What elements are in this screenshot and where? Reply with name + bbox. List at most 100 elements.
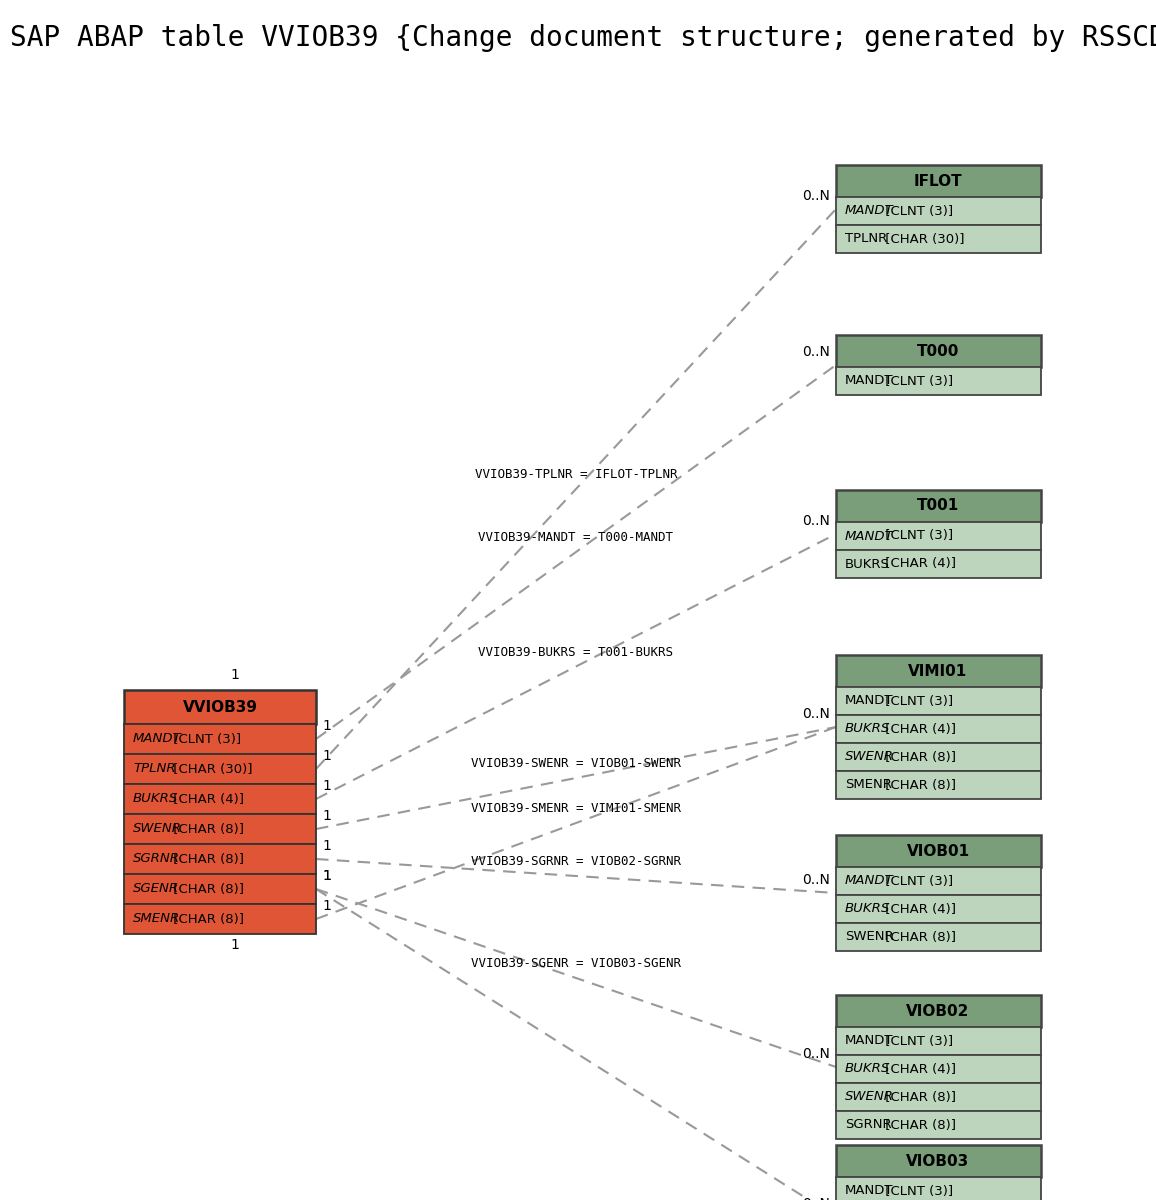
FancyBboxPatch shape [836, 1082, 1042, 1111]
Text: SWENR: SWENR [845, 930, 894, 943]
Text: [CHAR (8)]: [CHAR (8)] [881, 1118, 956, 1132]
Text: 1: 1 [323, 899, 331, 913]
Text: 0..N: 0..N [802, 1198, 830, 1200]
Text: [CLNT (3)]: [CLNT (3)] [881, 529, 954, 542]
Text: SWENR: SWENR [845, 750, 894, 763]
Text: BUKRS: BUKRS [845, 1062, 890, 1075]
FancyBboxPatch shape [836, 1055, 1042, 1082]
Text: SGENR: SGENR [133, 882, 179, 895]
Text: [CHAR (4)]: [CHAR (4)] [881, 1062, 956, 1075]
FancyBboxPatch shape [836, 686, 1042, 715]
Text: MANDT: MANDT [845, 204, 894, 217]
Text: T001: T001 [917, 498, 959, 514]
Text: VVIOB39-SMENR = VIMI01-SMENR: VVIOB39-SMENR = VIMI01-SMENR [470, 802, 681, 815]
FancyBboxPatch shape [836, 1111, 1042, 1139]
Text: MANDT: MANDT [133, 732, 181, 745]
Text: VVIOB39-MANDT = T000-MANDT: VVIOB39-MANDT = T000-MANDT [479, 530, 674, 544]
Text: VVIOB39-SWENR = VIOB01-SWENR: VVIOB39-SWENR = VIOB01-SWENR [470, 757, 681, 770]
Text: [CLNT (3)]: [CLNT (3)] [881, 1184, 954, 1198]
Text: SMENR: SMENR [845, 779, 892, 792]
FancyBboxPatch shape [836, 1145, 1042, 1177]
Text: 0..N: 0..N [802, 874, 830, 887]
Text: [CHAR (8)]: [CHAR (8)] [881, 779, 956, 792]
Text: MANDT: MANDT [845, 374, 894, 388]
FancyBboxPatch shape [836, 743, 1042, 770]
FancyBboxPatch shape [836, 550, 1042, 578]
FancyBboxPatch shape [836, 995, 1042, 1027]
Text: VIOB03: VIOB03 [906, 1153, 970, 1169]
Text: MANDT: MANDT [845, 529, 894, 542]
FancyBboxPatch shape [836, 923, 1042, 950]
Text: VVIOB39: VVIOB39 [183, 700, 258, 714]
Text: [CHAR (8)]: [CHAR (8)] [169, 882, 244, 895]
Text: [CLNT (3)]: [CLNT (3)] [881, 204, 954, 217]
FancyBboxPatch shape [124, 814, 316, 844]
FancyBboxPatch shape [836, 490, 1042, 522]
Text: BUKRS: BUKRS [845, 558, 890, 570]
Text: 1: 1 [323, 869, 331, 883]
Text: MANDT: MANDT [845, 1034, 894, 1048]
FancyBboxPatch shape [124, 844, 316, 874]
Text: [CHAR (4)]: [CHAR (4)] [881, 722, 956, 736]
Text: 1: 1 [323, 869, 331, 883]
Text: [CLNT (3)]: [CLNT (3)] [881, 1034, 954, 1048]
Text: BUKRS: BUKRS [845, 722, 890, 736]
FancyBboxPatch shape [836, 367, 1042, 395]
FancyBboxPatch shape [836, 522, 1042, 550]
Text: TPLNR: TPLNR [133, 762, 176, 775]
Text: SAP ABAP table VVIOB39 {Change document structure; generated by RSSCD000}: SAP ABAP table VVIOB39 {Change document … [10, 24, 1156, 52]
Text: [CHAR (8)]: [CHAR (8)] [169, 822, 244, 835]
Text: [CHAR (30)]: [CHAR (30)] [881, 233, 964, 246]
FancyBboxPatch shape [124, 690, 316, 724]
FancyBboxPatch shape [124, 784, 316, 814]
FancyBboxPatch shape [836, 866, 1042, 895]
FancyBboxPatch shape [124, 754, 316, 784]
FancyBboxPatch shape [836, 335, 1042, 367]
Text: IFLOT: IFLOT [913, 174, 962, 188]
Text: VIOB02: VIOB02 [906, 1003, 970, 1019]
Text: SWENR: SWENR [133, 822, 181, 835]
FancyBboxPatch shape [836, 655, 1042, 686]
FancyBboxPatch shape [124, 904, 316, 934]
Text: 1: 1 [323, 779, 331, 793]
Text: VIMI01: VIMI01 [909, 664, 968, 678]
Text: [CLNT (3)]: [CLNT (3)] [881, 695, 954, 708]
FancyBboxPatch shape [836, 1027, 1042, 1055]
Text: SGRNR: SGRNR [133, 852, 180, 865]
Text: 1: 1 [323, 749, 331, 763]
Text: [CHAR (8)]: [CHAR (8)] [881, 930, 956, 943]
Text: 0..N: 0..N [802, 514, 830, 528]
Text: MANDT: MANDT [845, 875, 894, 888]
Text: [CLNT (3)]: [CLNT (3)] [881, 875, 954, 888]
FancyBboxPatch shape [836, 1177, 1042, 1200]
Text: TPLNR: TPLNR [845, 233, 888, 246]
Text: [CHAR (30)]: [CHAR (30)] [169, 762, 252, 775]
Text: MANDT: MANDT [845, 1184, 894, 1198]
Text: BUKRS: BUKRS [845, 902, 890, 916]
FancyBboxPatch shape [836, 715, 1042, 743]
Text: T000: T000 [917, 343, 959, 359]
Text: MANDT: MANDT [845, 695, 894, 708]
Text: SMENR: SMENR [133, 912, 180, 925]
Text: [CHAR (4)]: [CHAR (4)] [881, 902, 956, 916]
Text: 1: 1 [230, 668, 239, 682]
FancyBboxPatch shape [836, 226, 1042, 253]
FancyBboxPatch shape [124, 874, 316, 904]
Text: VVIOB39-BUKRS = T001-BUKRS: VVIOB39-BUKRS = T001-BUKRS [479, 646, 674, 659]
Text: [CHAR (8)]: [CHAR (8)] [169, 852, 244, 865]
Text: 0..N: 0..N [802, 188, 830, 203]
Text: [CLNT (3)]: [CLNT (3)] [881, 374, 954, 388]
Text: [CHAR (4)]: [CHAR (4)] [169, 792, 244, 805]
Text: [CHAR (8)]: [CHAR (8)] [881, 1091, 956, 1104]
Text: 1: 1 [230, 938, 239, 952]
Text: 1: 1 [323, 839, 331, 853]
FancyBboxPatch shape [836, 835, 1042, 866]
Text: 0..N: 0..N [802, 346, 830, 359]
Text: [CHAR (8)]: [CHAR (8)] [881, 750, 956, 763]
FancyBboxPatch shape [836, 770, 1042, 799]
FancyBboxPatch shape [836, 197, 1042, 226]
Text: 0..N: 0..N [802, 1046, 830, 1061]
Text: SGRNR: SGRNR [845, 1118, 891, 1132]
Text: VIOB01: VIOB01 [906, 844, 970, 858]
FancyBboxPatch shape [836, 895, 1042, 923]
